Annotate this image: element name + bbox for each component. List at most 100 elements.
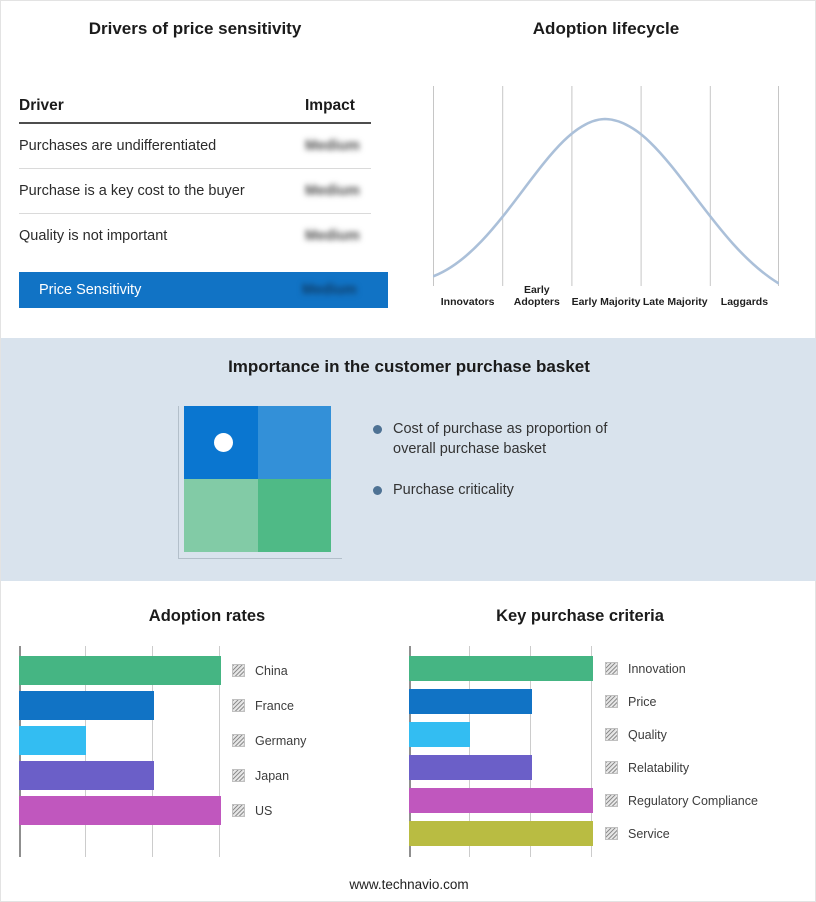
- drivers-table-header: Driver Impact: [19, 97, 371, 124]
- legend-item-innovation: Innovation: [605, 656, 686, 681]
- hatch-swatch-icon: [232, 804, 245, 817]
- legend-label: Service: [628, 826, 670, 841]
- hatch-swatch-icon: [232, 769, 245, 782]
- key-purchase-criteria-legend: Innovation Price Quality Relatability Re…: [605, 646, 810, 857]
- quadrant-cell-bottom-left: [184, 479, 258, 552]
- bullet-text: Purchase criticality: [393, 482, 514, 499]
- bar-china: [19, 656, 221, 685]
- quadrant-cell-top-left: [184, 406, 258, 479]
- bullet-dot-icon: [373, 425, 382, 434]
- adoption-rates-title: Adoption rates: [148, 607, 266, 625]
- purchase-basket-quadrant: [184, 406, 331, 552]
- stage-label-innovators: Innovators: [440, 296, 495, 309]
- lifecycle-gridlines: [433, 86, 779, 286]
- impact-value-blurred: Medium: [305, 138, 360, 154]
- legend-item-quality: Quality: [605, 722, 667, 747]
- legend-item-price: Price: [605, 689, 656, 714]
- key-purchase-criteria-chart: [409, 646, 593, 857]
- bar-us: [19, 796, 221, 825]
- bar-relatability: [409, 755, 532, 780]
- legend-label: Regulatory Compliance: [628, 793, 758, 808]
- stage-label-laggards: Laggards: [720, 296, 769, 309]
- stage-label-late-majority: Late Majority: [642, 296, 708, 309]
- legend-item-us: US: [232, 796, 272, 825]
- stage-label-early-adopters: Early Adopters: [513, 284, 560, 309]
- price-sensitivity-bar: Price Sensitivity Medium: [19, 272, 388, 308]
- legend-label: Relatability: [628, 760, 690, 775]
- legend-label: France: [255, 698, 294, 713]
- bullet-text: Cost of purchase as proportion of overal…: [393, 421, 608, 457]
- bullet-dot-icon: [373, 486, 382, 496]
- legend-label: Price: [628, 694, 657, 709]
- legend-item-service: Service: [605, 821, 670, 846]
- hatch-swatch-icon: [605, 761, 618, 774]
- impact-value-blurred: Medium: [305, 183, 360, 199]
- adoption-curve: [433, 117, 779, 285]
- hatch-swatch-icon: [605, 662, 618, 675]
- hatch-swatch-icon: [232, 734, 245, 747]
- bar-regulatory-compliance: [409, 788, 593, 813]
- header-driver-label: Driver: [19, 97, 64, 114]
- table-row: Purchase is a key cost to the buyer Medi…: [19, 169, 371, 214]
- grid-line: [591, 646, 592, 857]
- hatch-swatch-icon: [232, 699, 245, 712]
- lifecycle-panel-title: Adoption lifecycle: [532, 19, 680, 38]
- bar-france: [19, 691, 154, 720]
- quadrant-x-axis: [178, 558, 342, 559]
- adoption-rates-legend: China France Germany Japan US: [232, 646, 397, 857]
- grid-line: [152, 646, 153, 857]
- y-axis: [409, 646, 411, 857]
- drivers-table: Driver Impact Purchases are undifferenti…: [19, 97, 371, 258]
- table-row: Purchases are undifferentiated Medium: [19, 124, 371, 169]
- header-impact-label: Impact: [305, 97, 355, 114]
- hatch-swatch-icon: [605, 827, 618, 840]
- bar-price: [409, 689, 532, 714]
- grid-line: [469, 646, 470, 857]
- legend-label: Germany: [255, 733, 307, 748]
- quadrant-cell-bottom-right: [257, 479, 331, 552]
- footer-url: www.technavio.com: [349, 877, 469, 892]
- legend-item-relatability: Relatability: [605, 755, 689, 780]
- quadrant-cell-top-right: [257, 406, 331, 479]
- adoption-rates-chart: [19, 646, 221, 857]
- legend-label: Japan: [255, 768, 290, 783]
- bar-quality: [409, 722, 471, 747]
- quadrant-y-axis: [178, 406, 179, 559]
- legend-label: China: [255, 663, 288, 678]
- bar-service: [409, 821, 593, 846]
- bar-japan: [19, 761, 154, 790]
- basket-bullet-list: Cost of purchase as proportion of overal…: [373, 420, 651, 523]
- legend-label: US: [255, 803, 273, 818]
- legend-item-china: China: [232, 656, 288, 685]
- lifecycle-stage-labels: Innovators Early Adopters Early Majority…: [433, 284, 779, 308]
- hatch-swatch-icon: [232, 664, 245, 677]
- hatch-swatch-icon: [605, 794, 618, 807]
- legend-item-japan: Japan: [232, 761, 289, 790]
- bullet-item: Purchase criticality: [373, 481, 651, 501]
- hatch-swatch-icon: [605, 728, 618, 741]
- price-sensitivity-value-blurred: Medium: [302, 282, 357, 298]
- bar-innovation: [409, 656, 593, 681]
- legend-item-regulatory-compliance: Regulatory Compliance: [605, 788, 758, 813]
- quadrant-dot: [214, 433, 233, 452]
- bar-germany: [19, 726, 87, 755]
- legend-label: Innovation: [628, 661, 686, 676]
- legend-item-germany: Germany: [232, 726, 306, 755]
- basket-band: [1, 338, 816, 581]
- legend-label: Quality: [628, 727, 667, 742]
- stage-label-early-majority: Early Majority: [571, 296, 641, 309]
- table-row: Quality is not important Medium: [19, 214, 371, 258]
- driver-cell: Quality is not important: [19, 228, 168, 244]
- bullet-item: Cost of purchase as proportion of overal…: [373, 420, 651, 459]
- drivers-panel-title: Drivers of price sensitivity: [88, 19, 302, 38]
- lifecycle-chart: [433, 86, 779, 286]
- hatch-swatch-icon: [605, 695, 618, 708]
- legend-item-france: France: [232, 691, 294, 720]
- price-sensitivity-label: Price Sensitivity: [39, 282, 142, 298]
- driver-cell: Purchase is a key cost to the buyer: [19, 183, 245, 199]
- impact-value-blurred: Medium: [305, 228, 360, 244]
- basket-panel-title: Importance in the customer purchase bask…: [228, 357, 590, 376]
- key-purchase-criteria-title: Key purchase criteria: [496, 607, 664, 625]
- grid-line: [530, 646, 531, 857]
